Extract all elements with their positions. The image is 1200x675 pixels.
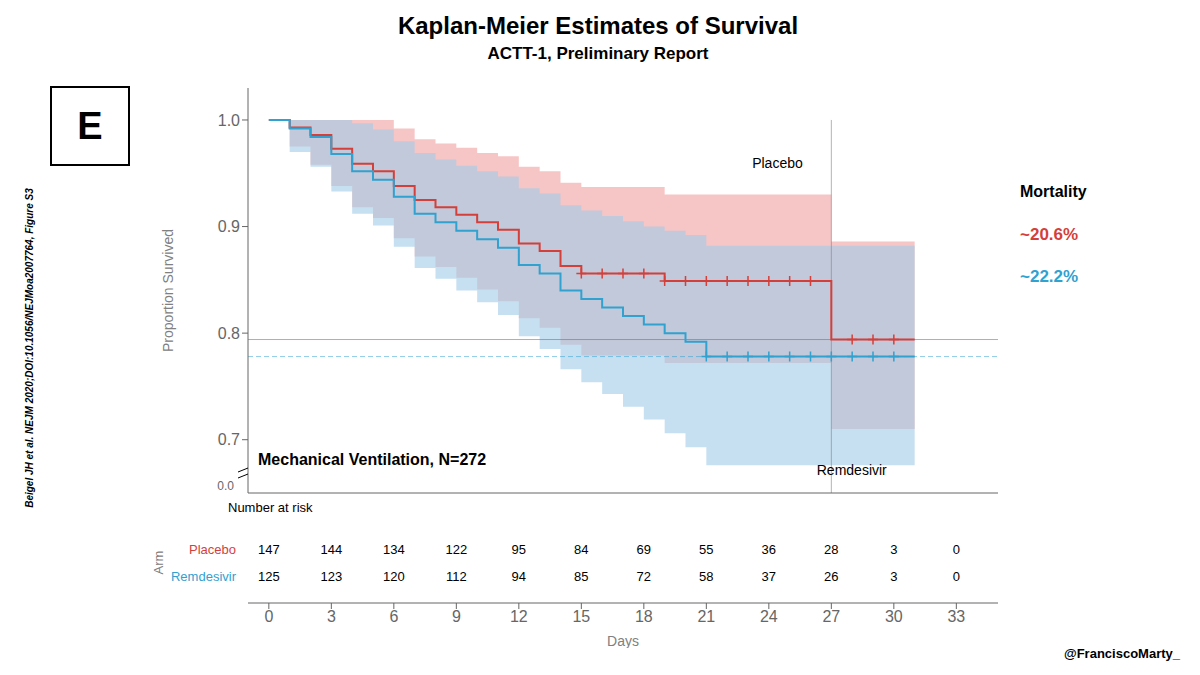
svg-text:33: 33	[947, 608, 965, 625]
svg-text:37: 37	[762, 569, 776, 584]
svg-text:26: 26	[824, 569, 838, 584]
svg-text:58: 58	[699, 569, 713, 584]
svg-text:12: 12	[510, 608, 528, 625]
svg-text:Proportion Survived: Proportion Survived	[160, 229, 176, 352]
svg-text:1.0: 1.0	[218, 112, 240, 129]
svg-text:Remdesivir: Remdesivir	[817, 462, 887, 478]
svg-text:3: 3	[890, 569, 897, 584]
svg-text:125: 125	[258, 569, 280, 584]
svg-text:6: 6	[389, 608, 398, 625]
svg-text:30: 30	[885, 608, 903, 625]
svg-text:Days: Days	[607, 633, 639, 648]
svg-text:Placebo: Placebo	[752, 155, 803, 171]
svg-text:36: 36	[762, 542, 776, 557]
svg-text:55: 55	[699, 542, 713, 557]
svg-text:3: 3	[890, 542, 897, 557]
html-text:Mechanical Ventilation, N=272: Mechanical Ventilation, N=272	[258, 451, 487, 468]
svg-text:27: 27	[822, 608, 840, 625]
svg-text:0: 0	[953, 569, 960, 584]
html-text:~22.2%: ~22.2%	[1020, 267, 1079, 286]
svg-text:Remdesivir: Remdesivir	[171, 569, 237, 584]
svg-text:122: 122	[445, 542, 467, 557]
svg-text:123: 123	[320, 569, 342, 584]
svg-text:24: 24	[760, 608, 778, 625]
svg-text:134: 134	[383, 542, 405, 557]
html-text:0.0: 0.0	[217, 479, 234, 493]
svg-text:0.7: 0.7	[218, 431, 240, 448]
svg-text:21: 21	[697, 608, 715, 625]
html-text:~20.6%: ~20.6%	[1020, 225, 1079, 244]
svg-text:9: 9	[452, 608, 461, 625]
svg-text:0: 0	[953, 542, 960, 557]
svg-text:0.8: 0.8	[218, 325, 240, 342]
svg-text:72: 72	[637, 569, 651, 584]
html-text:@FranciscoMarty_: @FranciscoMarty_	[1064, 646, 1180, 661]
html-text:Beigel JH et al. NEJM 2020;DOI: Beigel JH et al. NEJM 2020;DOI:10.1056/N…	[24, 188, 35, 508]
svg-text:0.9: 0.9	[218, 218, 240, 235]
svg-text:94: 94	[512, 569, 526, 584]
svg-text:85: 85	[574, 569, 588, 584]
svg-text:Arm: Arm	[151, 551, 166, 575]
svg-text:28: 28	[824, 542, 838, 557]
svg-text:120: 120	[383, 569, 405, 584]
html-text:Number at risk: Number at risk	[228, 500, 313, 515]
svg-text:15: 15	[572, 608, 590, 625]
svg-text:144: 144	[320, 542, 342, 557]
html-text:E: E	[77, 104, 103, 147]
svg-text:112: 112	[446, 569, 467, 584]
html-text:ACTT-1, Preliminary Report: ACTT-1, Preliminary Report	[487, 44, 709, 63]
svg-text:84: 84	[574, 542, 588, 557]
svg-text:147: 147	[258, 542, 280, 557]
svg-text:3: 3	[327, 608, 336, 625]
html-text:Mortality: Mortality	[1020, 183, 1087, 200]
svg-text:0: 0	[264, 608, 273, 625]
svg-text:Placebo: Placebo	[189, 542, 236, 557]
svg-text:18: 18	[635, 608, 653, 625]
svg-text:69: 69	[637, 542, 651, 557]
svg-text:95: 95	[512, 542, 526, 557]
html-text:Kaplan-Meier Estimates of Surv: Kaplan-Meier Estimates of Survival	[397, 12, 799, 39]
